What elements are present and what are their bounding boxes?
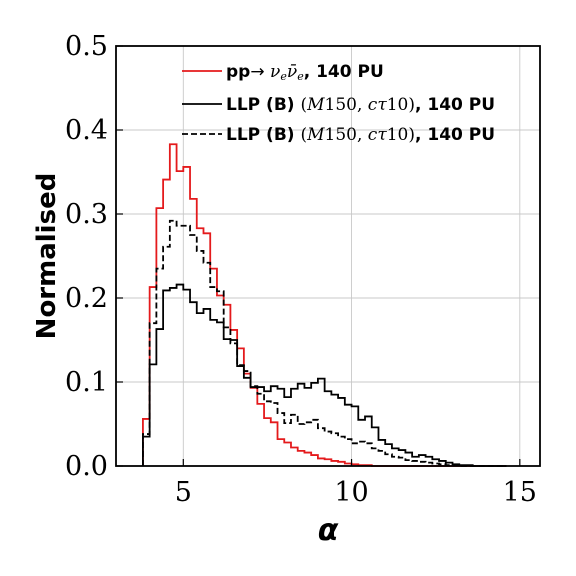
histogram-series-3 xyxy=(142,219,507,467)
x-tick-label: 15 xyxy=(503,477,537,508)
x-axis-title: α xyxy=(318,513,339,548)
tick-layer: 5 10 15 0.0 0.1 0.2 0.3 0.4 0.5 xyxy=(65,31,537,508)
y-axis-title: Normalised xyxy=(32,173,62,340)
series-layer xyxy=(142,143,507,467)
histogram-series-2 xyxy=(142,283,507,467)
y-tick-label: 0.4 xyxy=(65,115,108,146)
legend: pp→ νeν̄e, 140 PU LLP (B) (M150, cτ10), 1… xyxy=(182,62,495,145)
x-tick-label: 10 xyxy=(334,477,368,508)
y-tick-label: 0.1 xyxy=(65,367,108,398)
y-tick-label: 0.5 xyxy=(65,31,108,62)
legend-label-1: pp→ νeν̄e, 140 PU xyxy=(226,62,384,83)
y-tick-label: 0.2 xyxy=(65,283,108,314)
legend-label-2: LLP (B) (M150, cτ10), 140 PU xyxy=(226,95,495,115)
legend-label-3: LLP (B) (M150, cτ10), 140 PU xyxy=(226,125,495,145)
plot-area-frame xyxy=(115,45,541,467)
x-tick-label: 5 xyxy=(175,477,192,508)
y-tick-label: 0.3 xyxy=(65,199,108,230)
y-tick-label: 0.0 xyxy=(65,451,108,482)
